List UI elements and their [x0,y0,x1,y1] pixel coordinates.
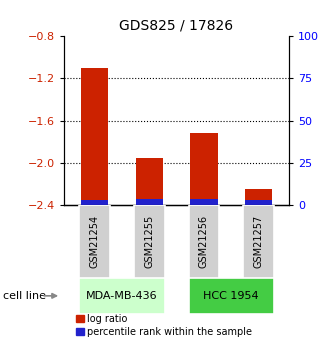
Text: cell line: cell line [3,291,46,301]
Text: HCC 1954: HCC 1954 [204,291,259,301]
Text: GSM21256: GSM21256 [199,215,209,268]
Bar [245,189,272,205]
Text: MDA-MB-436: MDA-MB-436 [86,291,158,301]
Bar [79,205,110,278]
Text: GSM21257: GSM21257 [254,215,264,268]
Bar [134,205,165,278]
Bar [79,278,165,314]
Bar [188,205,219,278]
Text: GSM21254: GSM21254 [89,215,99,268]
Title: GDS825 / 17826: GDS825 / 17826 [119,18,234,32]
Bar [136,199,163,205]
Legend: log ratio, percentile rank within the sample: log ratio, percentile rank within the sa… [76,314,252,337]
Bar [81,200,108,205]
Bar [245,200,272,205]
Bar [190,199,217,205]
Text: GSM21255: GSM21255 [144,215,154,268]
Bar [136,158,163,205]
Bar [81,68,108,205]
Bar [243,205,274,278]
Bar [188,278,274,314]
Bar [190,134,217,205]
